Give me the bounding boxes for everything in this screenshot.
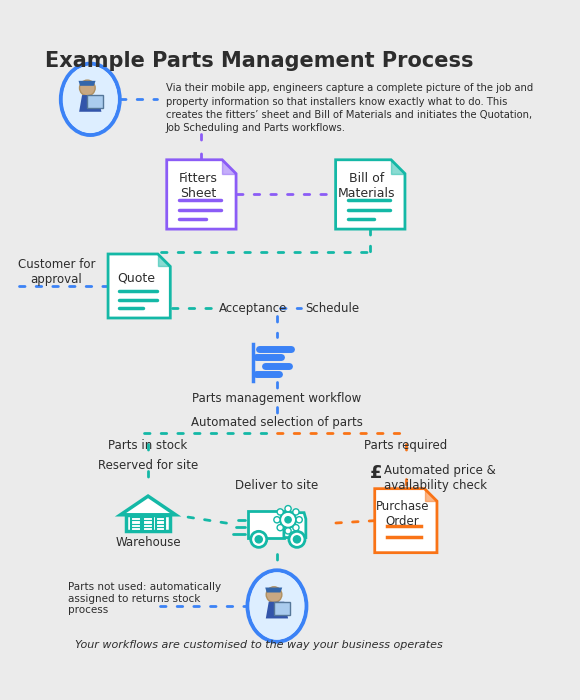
Text: Quote: Quote [117, 272, 155, 285]
Ellipse shape [248, 570, 306, 642]
Polygon shape [166, 160, 236, 229]
Text: Fitters
Sheet: Fitters Sheet [179, 172, 218, 200]
FancyBboxPatch shape [88, 95, 103, 108]
Circle shape [285, 517, 291, 523]
Polygon shape [108, 254, 171, 318]
Text: £: £ [369, 464, 382, 482]
Polygon shape [336, 160, 405, 229]
FancyBboxPatch shape [155, 517, 165, 531]
Text: Automated selection of parts: Automated selection of parts [191, 416, 363, 429]
FancyBboxPatch shape [248, 511, 284, 538]
Polygon shape [121, 496, 176, 514]
Circle shape [285, 528, 291, 534]
Ellipse shape [63, 66, 118, 133]
Circle shape [289, 531, 305, 547]
Circle shape [277, 509, 283, 515]
Polygon shape [222, 160, 236, 174]
Text: Parts in stock: Parts in stock [108, 439, 188, 452]
Text: Customer for
approval: Customer for approval [18, 258, 95, 286]
Polygon shape [284, 512, 306, 538]
Polygon shape [391, 160, 405, 174]
Circle shape [277, 524, 283, 531]
Circle shape [266, 587, 282, 603]
Ellipse shape [249, 572, 304, 640]
Text: Deliver to site: Deliver to site [235, 479, 318, 491]
Polygon shape [79, 95, 102, 112]
Circle shape [251, 531, 267, 547]
Text: Reserved for site: Reserved for site [98, 459, 198, 473]
Circle shape [274, 517, 280, 523]
Circle shape [293, 524, 299, 531]
Polygon shape [425, 489, 437, 501]
Text: Parts management workflow: Parts management workflow [193, 391, 361, 405]
Text: Automated price &
availability check: Automated price & availability check [383, 464, 495, 492]
Circle shape [296, 517, 302, 523]
Circle shape [280, 512, 296, 528]
Text: Parts required: Parts required [364, 439, 448, 452]
Polygon shape [265, 587, 282, 592]
Polygon shape [375, 489, 437, 553]
Text: Bill of
Materials: Bill of Materials [338, 172, 396, 200]
Circle shape [79, 80, 95, 96]
Polygon shape [266, 602, 288, 619]
FancyBboxPatch shape [130, 517, 140, 531]
Text: Schedule: Schedule [306, 302, 360, 315]
Text: Parts not used: automatically
assigned to returns stock
process: Parts not used: automatically assigned t… [68, 582, 221, 615]
Text: Purchase
Order: Purchase Order [376, 500, 429, 528]
FancyBboxPatch shape [143, 517, 153, 531]
FancyBboxPatch shape [274, 602, 290, 615]
Ellipse shape [61, 64, 119, 135]
Text: Via their mobile app, engineers capture a complete picture of the job and
proper: Via their mobile app, engineers capture … [166, 83, 533, 133]
Circle shape [255, 536, 262, 543]
Circle shape [285, 505, 291, 512]
Text: Example Parts Management Process: Example Parts Management Process [45, 51, 473, 71]
Circle shape [293, 509, 299, 515]
Text: Your workflows are customised to the way your business operates: Your workflows are customised to the way… [75, 640, 443, 650]
Polygon shape [78, 80, 96, 86]
Circle shape [293, 536, 300, 543]
Text: Acceptance: Acceptance [219, 302, 288, 315]
Polygon shape [126, 514, 171, 531]
Polygon shape [158, 254, 171, 267]
Text: Warehouse: Warehouse [115, 536, 181, 549]
